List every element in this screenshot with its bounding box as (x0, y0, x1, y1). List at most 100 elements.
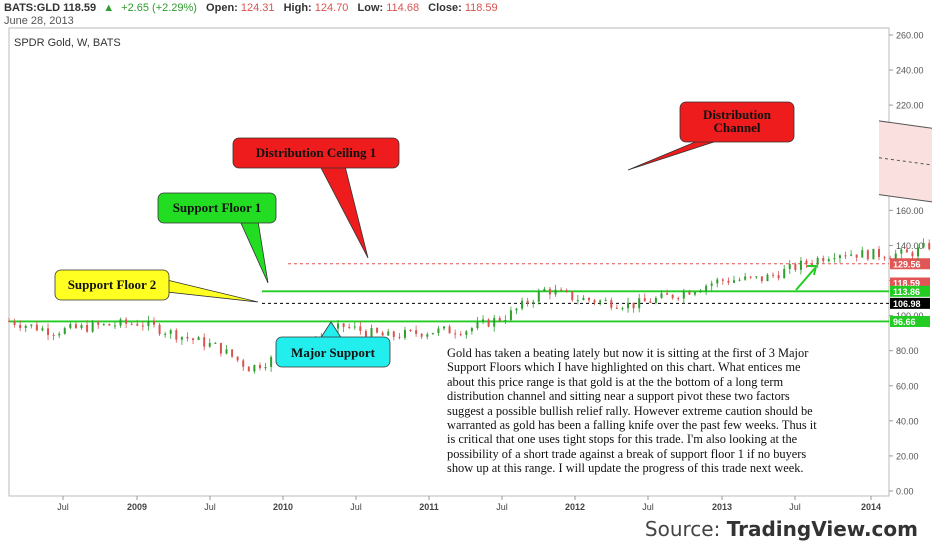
chart-title: SPDR Gold, W, BATS (14, 37, 121, 49)
candle-body (593, 300, 596, 303)
candle-body (766, 274, 769, 282)
y-tick-label: 260.00 (896, 30, 924, 40)
candle-body (721, 279, 724, 281)
candle-body (91, 322, 94, 332)
candle-body (805, 260, 808, 264)
candle-body (733, 280, 735, 283)
candle-body (699, 290, 702, 293)
candle-body (364, 331, 367, 337)
y-tick-label: 60.00 (896, 381, 919, 391)
candle-body (242, 360, 245, 367)
candle-body (599, 300, 602, 303)
candle-body (454, 333, 457, 335)
low-label: Low: (357, 2, 384, 14)
candle-body (705, 285, 708, 291)
candle-body (917, 247, 920, 257)
candle-body (381, 332, 384, 336)
candle-body (415, 330, 418, 334)
x-tick-label: 2010 (273, 502, 293, 512)
price-label-129.56: 129.56 (893, 259, 921, 269)
candle-body (24, 325, 27, 328)
candle-body (604, 300, 607, 302)
high-label: High: (283, 2, 312, 14)
candle-body (30, 324, 33, 326)
candle-body (905, 249, 908, 253)
candle-body (141, 325, 144, 327)
x-tick-label: 2014 (861, 502, 881, 512)
candle-body (498, 317, 501, 321)
candle-body (928, 242, 931, 250)
x-tick-label: Jul (642, 502, 654, 512)
candle-body (850, 254, 853, 256)
candle-body (437, 328, 440, 334)
candle-body (588, 297, 590, 301)
header-date: June 28, 2013 (4, 15, 74, 27)
open-label: Open: (206, 2, 238, 14)
candle-body (125, 319, 128, 324)
x-tick-label: 2012 (565, 502, 585, 512)
candle-body (755, 276, 758, 278)
candle-body (58, 333, 61, 336)
candle-body (866, 250, 869, 260)
candle-body (19, 324, 22, 328)
candle-body (716, 279, 719, 284)
candle-body (8, 320, 10, 322)
price-label-96.66: 96.66 (893, 317, 916, 327)
candle-body (693, 292, 696, 295)
candle-body (643, 298, 646, 302)
candle-body (270, 357, 273, 368)
candle-body (52, 335, 55, 337)
y-tick-label: 240.00 (896, 66, 924, 76)
candle-body (80, 325, 83, 329)
candle-body (97, 322, 100, 325)
callout-text: Channel (714, 120, 761, 135)
candle-body (337, 323, 340, 329)
y-tick-label: 40.00 (896, 416, 919, 426)
candle-body (493, 317, 496, 327)
candle-body (197, 337, 200, 341)
candle-body (387, 331, 390, 336)
candle-body (214, 342, 217, 344)
candle-body (627, 302, 630, 309)
x-tick-label: 2009 (127, 502, 147, 512)
candle-body (482, 319, 485, 323)
candle-body (63, 328, 66, 334)
candle-body (353, 326, 356, 328)
candle-body (571, 291, 574, 301)
candle-body (610, 300, 613, 308)
y-tick-label: 20.00 (896, 451, 919, 461)
candle-body (537, 291, 540, 302)
candle-body (431, 333, 434, 335)
candle-body (253, 365, 256, 372)
candle-body (113, 325, 116, 327)
callout-box (275, 336, 391, 368)
candle-body (403, 330, 406, 338)
source-label: Source: (644, 517, 721, 541)
candle-body (838, 255, 841, 259)
y-tick-label: 140.00 (896, 241, 924, 251)
candle-body (409, 330, 412, 332)
candle-body (175, 330, 178, 340)
y-tick-label: 220.00 (896, 101, 924, 111)
candle-body (108, 323, 111, 326)
candle-body (153, 320, 155, 325)
x-tick-label: Jul (204, 502, 216, 512)
candle-body (666, 293, 669, 295)
candle-body (671, 294, 674, 299)
candle-body (470, 328, 473, 332)
bounce-arrow-head (807, 265, 818, 276)
candle-body (560, 289, 563, 291)
candle-body (649, 301, 652, 303)
callout-support-floor-2: Support Floor 2 (54, 269, 259, 303)
candle-body (130, 323, 133, 325)
callout-text: Distribution Ceiling 1 (256, 145, 377, 160)
candle-body (487, 319, 490, 327)
x-tick-label: 2011 (419, 502, 439, 512)
candle-body (615, 307, 618, 309)
symbol-label: BATS:GLD (4, 2, 61, 14)
candle-body (203, 337, 206, 347)
last-price: 118.59 (63, 2, 97, 14)
analysis-note: Gold has taken a beating lately but now … (447, 346, 817, 476)
